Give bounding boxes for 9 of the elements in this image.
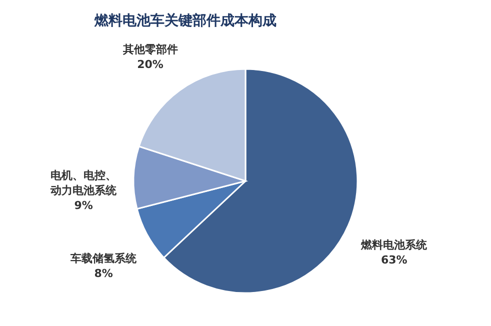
- data-label: 63%: [381, 253, 408, 266]
- slice-label: 其他零部件: [122, 42, 178, 56]
- data-label: 8%: [94, 267, 113, 280]
- data-label: 20%: [137, 58, 164, 71]
- slice-label: 车载储氢系统: [70, 252, 138, 266]
- slice-label: 燃料电池系统: [360, 238, 428, 252]
- chart-title: 燃料电池车关键部件成本构成: [94, 12, 276, 29]
- slice-label: 电机、电控、动力电池系统: [50, 168, 118, 197]
- data-label: 9%: [74, 198, 93, 212]
